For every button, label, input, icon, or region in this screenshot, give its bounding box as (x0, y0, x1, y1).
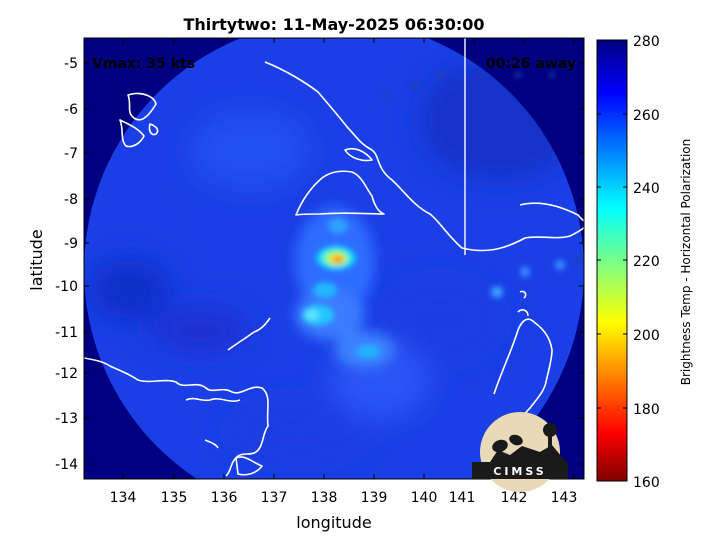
y-axis-label: latitude (27, 229, 46, 290)
y-tick-label: -10 (55, 279, 78, 295)
axes-frame (83, 37, 585, 480)
y-tick-label: -6 (64, 102, 78, 118)
frederik-hendrik-island (295, 170, 385, 216)
outside-swath-dots (382, 71, 582, 264)
coast-fragment-west (227, 317, 271, 351)
swath-area (84, 38, 584, 479)
x-tick-label: 135 (161, 490, 188, 506)
x-tick-label: 136 (211, 490, 238, 506)
colorbar-tick-label: 200 (633, 328, 660, 344)
colorbar-tick-label: 240 (633, 181, 660, 197)
cape-york-coast (493, 318, 553, 431)
y-tick-label: -5 (64, 56, 78, 72)
x-tick-label: 134 (110, 490, 137, 506)
y-tick-label: -8 (64, 192, 78, 208)
dish-icon (509, 434, 523, 446)
x-tick-label: 138 (311, 490, 338, 506)
dish-icon (492, 439, 508, 453)
small-island-south (235, 456, 263, 476)
new-guinea-south-coast (264, 61, 584, 252)
coastlines (84, 38, 584, 477)
y-tick-label: -9 (64, 236, 78, 252)
colorbar-label: Brightness Temp - Horizontal Polarizatio… (679, 139, 693, 386)
y-tick-label: -7 (64, 146, 78, 162)
x-tick-label: 143 (551, 490, 578, 506)
colorbar-tick-labels: 280 260 240 220 200 180 160 (633, 34, 660, 491)
colorbar-tick-label: 280 (633, 34, 660, 50)
x-tick-label: 142 (501, 490, 528, 506)
y-tick-labels: -5 -6 -7 -8 -9 -10 -11 -12 -13 -14 (55, 56, 78, 473)
x-tick-label: 139 (361, 490, 388, 506)
coast-fragment-2 (185, 397, 241, 402)
logo-banner (472, 462, 568, 479)
colorbar-tick-label: 180 (633, 402, 660, 418)
colorbar-tick-label: 220 (633, 254, 660, 270)
convection-cells (302, 218, 565, 359)
logo-building (490, 445, 566, 462)
logo-text: CIMSS (493, 465, 546, 478)
y-tick-label: -14 (55, 457, 78, 473)
map-area (84, 38, 584, 479)
y-tick-label: -12 (55, 366, 78, 382)
small-island-north (344, 147, 373, 162)
colorbar: 280 260 240 220 200 180 160 Brightness T… (596, 34, 693, 491)
islet-1 (517, 309, 529, 317)
colorbar-ticks (597, 39, 627, 482)
aru-islands (119, 92, 159, 148)
y-tick-label: -11 (55, 325, 78, 341)
cimss-logo: CIMSS (472, 412, 568, 492)
x-tick-labels: 134 135 136 137 138 139 140 141 142 143 (110, 490, 578, 506)
coast-fragment-3 (204, 439, 219, 449)
x-tick-label: 141 (449, 490, 476, 506)
islet-2 (519, 290, 527, 299)
x-tick-label: 140 (411, 490, 438, 506)
chart-title: Thirtytwo: 11-May-2025 06:30:00 (183, 15, 484, 34)
x-tick-label: 137 (261, 490, 288, 506)
east-coast-fragment (519, 202, 584, 223)
y-tick-label: -13 (55, 411, 78, 427)
colorbar-gradient (596, 39, 628, 482)
colorbar-tick-label: 260 (633, 108, 660, 124)
time-away-label: 00:26 away (486, 56, 576, 72)
gulf-coast-west (84, 357, 269, 477)
x-axis-label: longitude (296, 513, 371, 532)
colorbar-tick-label: 160 (633, 475, 660, 491)
vmax-label: Vmax: 35 kts (92, 56, 195, 72)
